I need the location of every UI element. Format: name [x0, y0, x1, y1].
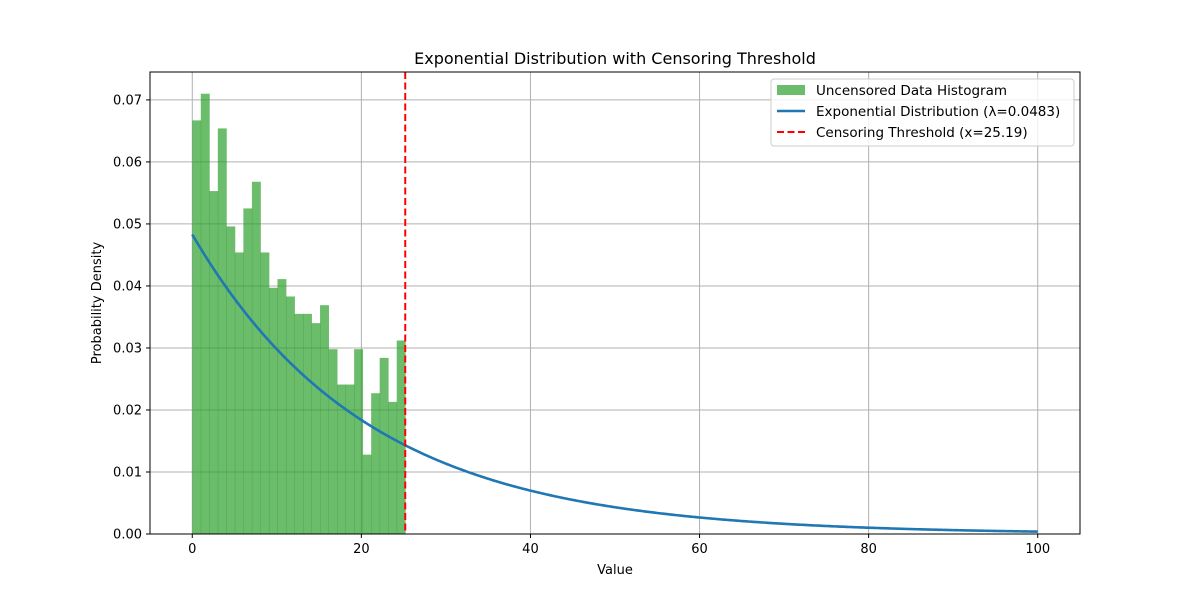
legend-label-histogram: Uncensored Data Histogram — [816, 83, 1007, 99]
chart-title: Exponential Distribution with Censoring … — [414, 49, 816, 68]
y-tick-label-4: 0.04 — [113, 279, 142, 294]
y-tick-label-1: 0.01 — [113, 465, 142, 480]
histogram-bar-17 — [337, 384, 347, 534]
y-tick-label-2: 0.02 — [113, 403, 142, 418]
legend-label-curve: Exponential Distribution (λ=0.0483) — [816, 104, 1060, 120]
plot-frame — [149, 71, 1081, 535]
exponential-curve — [191, 233, 1038, 533]
x-tick-label-2: 40 — [522, 542, 539, 557]
x-tick-label-3: 60 — [691, 542, 708, 557]
histogram-bar-15 — [320, 305, 329, 534]
x-tick-label-5: 100 — [1025, 542, 1050, 557]
histogram-bar-19 — [354, 349, 364, 534]
histogram-bar-8 — [260, 252, 270, 535]
histogram-bar-2 — [209, 191, 219, 534]
histogram-bar-22 — [379, 357, 389, 534]
histogram-bar-13 — [303, 313, 312, 534]
y-tick-label-0: 0.00 — [113, 528, 142, 543]
histogram-bar-21 — [371, 393, 381, 534]
histogram-bar-9 — [268, 287, 278, 534]
histogram-bar-18 — [345, 384, 355, 534]
x-tick-label-4: 80 — [860, 542, 877, 557]
histogram-bar-4 — [226, 226, 236, 534]
histogram-bar-11 — [285, 296, 295, 534]
histogram-bar-14 — [311, 323, 321, 534]
histogram-bars — [192, 93, 406, 535]
histogram-bar-23 — [388, 401, 398, 534]
histogram-bar-5 — [234, 252, 244, 535]
x-tick-label-0: 0 — [188, 542, 196, 557]
histogram-bar-0 — [192, 120, 202, 534]
legend-frame — [770, 78, 1075, 147]
y-axis-label: Probability Density — [90, 242, 105, 365]
axis-ticks: 0 20 40 60 80 100 0.00 0.01 0.02 0.03 0.04 0.05 0.06… — [113, 93, 1050, 557]
histogram-bar-3 — [217, 128, 227, 534]
histogram-bar-6 — [243, 208, 253, 534]
legend: Uncensored Data Histogram Exponential Di… — [770, 78, 1075, 147]
x-tick-label-1: 20 — [353, 542, 370, 557]
legend-label-threshold: Censoring Threshold (x=25.19) — [816, 125, 1028, 141]
y-tick-label-5: 0.05 — [113, 217, 142, 232]
histogram-bar-12 — [294, 313, 304, 534]
x-axis-label: Value — [597, 563, 633, 578]
histogram-bar-20 — [362, 454, 372, 534]
y-tick-label-7: 0.07 — [113, 93, 142, 108]
y-tick-label-3: 0.03 — [113, 341, 142, 356]
y-tick-label-6: 0.06 — [113, 155, 142, 170]
histogram-bar-1 — [200, 93, 210, 534]
legend-swatch-histogram — [777, 85, 805, 95]
histogram-bar-24 — [396, 340, 406, 534]
histogram-bar-7 — [251, 181, 261, 534]
histogram-bar-10 — [277, 279, 287, 534]
histogram-bar-16 — [328, 349, 338, 534]
